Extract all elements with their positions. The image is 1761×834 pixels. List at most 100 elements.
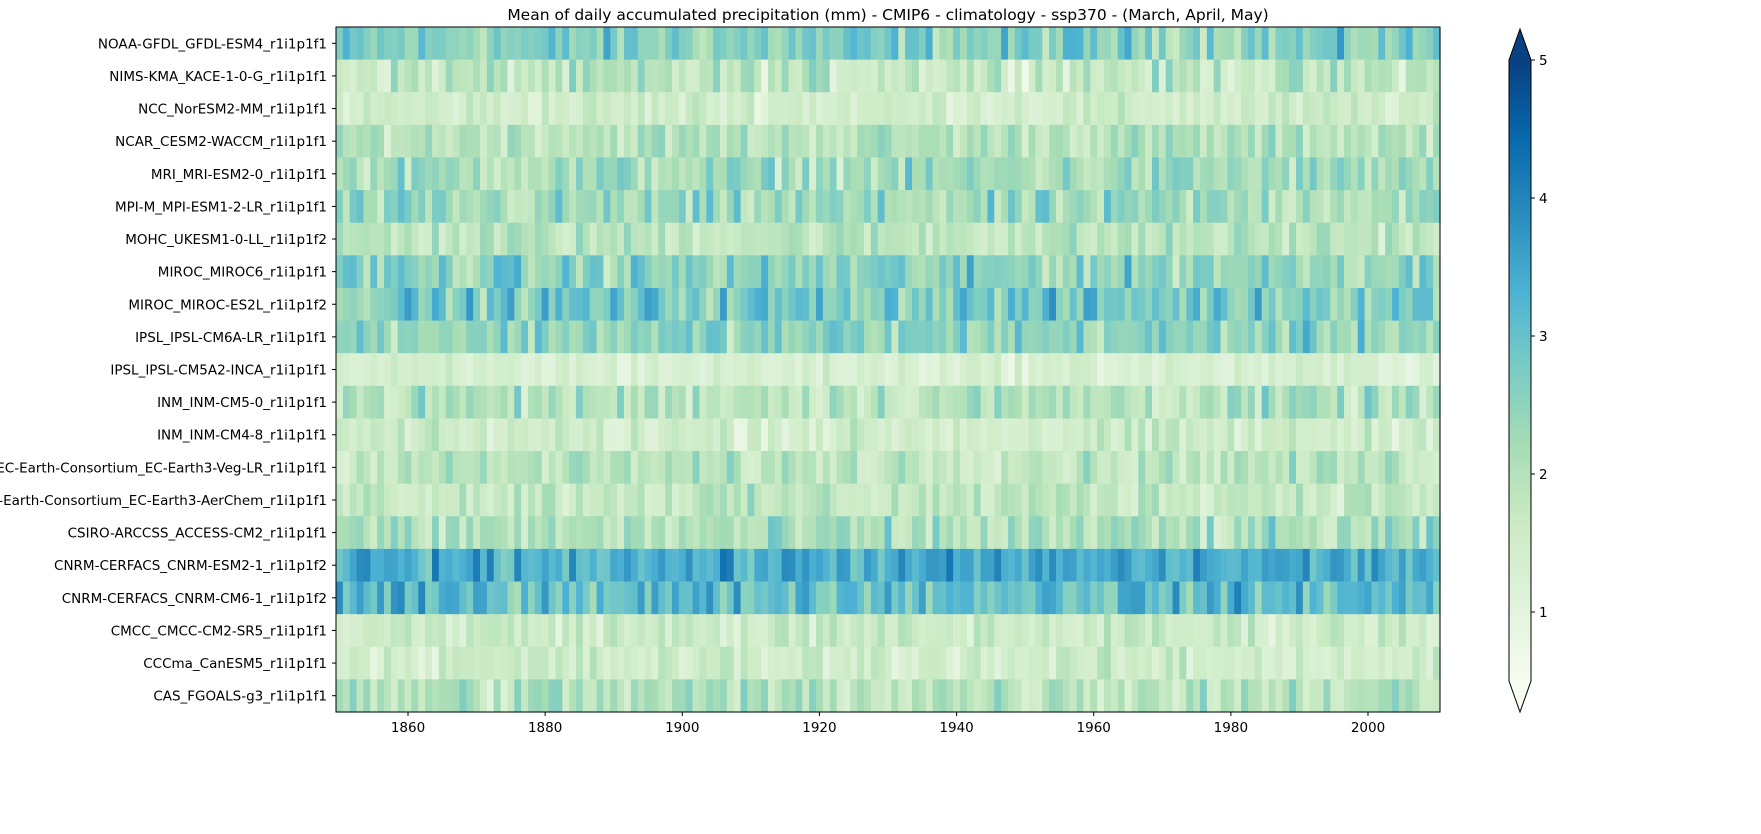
- heatmap-cell: [1186, 483, 1194, 517]
- heatmap-cell: [562, 353, 570, 387]
- heatmap-cell: [418, 59, 426, 93]
- heatmap-cell: [1056, 451, 1064, 485]
- heatmap-cell: [438, 385, 447, 420]
- heatmap-cell: [493, 418, 502, 452]
- heatmap-cell: [754, 320, 762, 354]
- heatmap-cell: [1371, 646, 1379, 680]
- heatmap-cell: [445, 483, 454, 517]
- heatmap-cell: [576, 157, 584, 191]
- heatmap-cell: [411, 418, 419, 452]
- heatmap-cell: [960, 418, 968, 452]
- heatmap-cell: [877, 385, 886, 420]
- heatmap-cell: [740, 222, 749, 256]
- heatmap-cell: [829, 255, 838, 289]
- heatmap-cell: [768, 516, 776, 550]
- heatmap-cell: [569, 548, 577, 583]
- heatmap-cell: [1206, 157, 1215, 191]
- heatmap-cell: [665, 516, 673, 550]
- heatmap-cell: [877, 59, 886, 93]
- heatmap-cell: [891, 385, 899, 420]
- heatmap-cell: [733, 59, 742, 93]
- heatmap-cell: [726, 320, 735, 354]
- heatmap-cell: [658, 385, 666, 420]
- heatmap-cell: [336, 59, 344, 93]
- heatmap-cell: [1254, 679, 1263, 713]
- heatmap-cell: [1282, 516, 1290, 550]
- heatmap-cell: [946, 92, 954, 126]
- heatmap-cell: [411, 385, 419, 420]
- heatmap-cell: [1076, 548, 1085, 583]
- heatmap-cell: [1110, 92, 1119, 126]
- heatmap-cell: [432, 483, 440, 517]
- heatmap-cell: [1158, 614, 1167, 648]
- heatmap-cell: [685, 451, 694, 485]
- heatmap-cell: [541, 287, 550, 322]
- heatmap-cell: [1083, 124, 1091, 159]
- heatmap-cell: [1392, 679, 1400, 713]
- heatmap-cell: [1021, 124, 1030, 159]
- heatmap-cell: [1069, 255, 1078, 289]
- heatmap-cell: [603, 418, 611, 452]
- heatmap-cell: [425, 385, 433, 420]
- heatmap-cell: [1186, 287, 1194, 322]
- heatmap-cell: [898, 59, 906, 93]
- heatmap-cell: [1337, 516, 1345, 550]
- heatmap-cell: [747, 581, 755, 615]
- heatmap-cell: [1227, 646, 1235, 680]
- heatmap-cell: [1179, 59, 1187, 93]
- heatmap-cell: [966, 418, 975, 452]
- heatmap-cell: [610, 353, 618, 387]
- heatmap-cell: [397, 483, 406, 517]
- heatmap-cell: [733, 614, 742, 648]
- heatmap-cell: [939, 646, 947, 680]
- heatmap-cell: [905, 483, 913, 517]
- heatmap-cell: [1014, 255, 1023, 289]
- heatmap-cell: [1330, 516, 1338, 550]
- heatmap-cell: [541, 255, 550, 289]
- heatmap-cell: [1179, 287, 1187, 322]
- heatmap-cell: [1268, 59, 1277, 93]
- heatmap-cell: [1302, 222, 1311, 256]
- heatmap-cell: [390, 157, 399, 191]
- heatmap-cell: [486, 516, 495, 550]
- heatmap-cell: [610, 614, 618, 648]
- heatmap-cell: [994, 255, 1002, 289]
- heatmap-cell: [356, 320, 365, 354]
- heatmap-cell: [562, 157, 570, 191]
- heatmap-cell: [1268, 451, 1277, 485]
- heatmap-cell: [1227, 516, 1235, 550]
- heatmap-cell: [459, 581, 467, 615]
- heatmap-cell: [918, 124, 927, 159]
- heatmap-cell: [486, 255, 495, 289]
- heatmap-cell: [411, 548, 419, 583]
- heatmap-cell: [651, 59, 659, 93]
- heatmap-cell: [1158, 190, 1167, 224]
- heatmap-cell: [1035, 287, 1043, 322]
- heatmap-cell: [1083, 157, 1091, 191]
- heatmap-cell: [377, 320, 385, 354]
- heatmap-cell: [548, 190, 557, 224]
- heatmap-cell: [1275, 27, 1283, 61]
- heatmap-cell: [630, 287, 639, 322]
- heatmap-cell: [822, 516, 831, 550]
- heatmap-cell: [850, 385, 858, 420]
- heatmap-cell: [1309, 222, 1318, 256]
- heatmap-cell: [624, 124, 632, 159]
- heatmap-cell: [1138, 27, 1146, 61]
- heatmap-cell: [836, 679, 845, 713]
- heatmap-cell: [1248, 27, 1256, 61]
- heatmap-cell: [342, 157, 351, 191]
- heatmap-cell: [720, 679, 728, 713]
- heatmap-cell: [548, 385, 557, 420]
- heatmap-cell: [514, 548, 522, 583]
- heatmap-cell: [541, 59, 550, 93]
- heatmap-cell: [521, 124, 529, 159]
- heatmap-cell: [1124, 287, 1133, 322]
- heatmap-cell: [994, 646, 1002, 680]
- heatmap-cell: [596, 157, 605, 191]
- heatmap-cell: [514, 385, 522, 420]
- heatmap-cell: [788, 418, 797, 452]
- heatmap-cell: [1337, 451, 1345, 485]
- heatmap-cell: [1398, 614, 1407, 648]
- heatmap-cell: [1042, 222, 1050, 256]
